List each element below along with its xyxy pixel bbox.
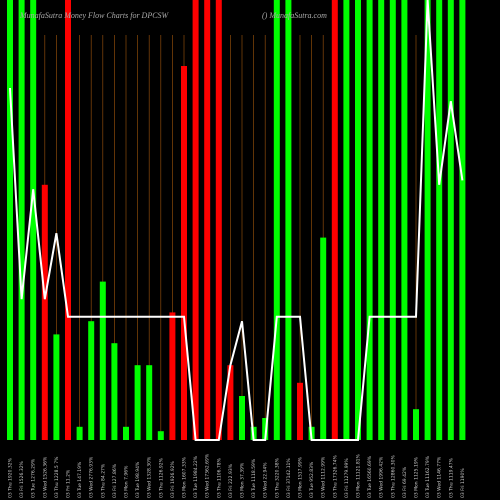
bar [169,312,176,440]
x-tick-label: 03 Thu 1106.78% [216,457,222,498]
bar [30,0,37,440]
bars [7,0,466,440]
bar [331,0,338,440]
bar [146,365,153,440]
bar [76,426,83,440]
x-tick-label: 03 Mon 1517.99% [298,456,304,498]
chart-subtitle: () MunafaSutra.com [262,11,327,20]
x-tick-label: 03 Fri 69.42% [402,466,408,498]
bar [297,382,303,440]
bar [111,343,118,440]
x-tick-label: 03 Thu 3220.38% [274,457,280,498]
bar [273,0,280,440]
bar [99,281,106,440]
bar [18,0,25,440]
money-flow-line [9,0,464,441]
bar [285,0,292,440]
x-tick-label: 03 Wed 1146.77% [437,456,443,498]
bar [65,0,71,440]
bar [123,426,129,440]
bar [53,334,60,440]
bar [366,0,373,440]
bar [447,0,454,440]
bar [378,0,385,440]
x-tick-label: 03 Thu 17326.74% [332,454,338,498]
x-tick-label: 03 Tue 198.94% [135,461,141,498]
bar [262,418,269,440]
bar [355,0,361,440]
bar [41,184,48,440]
bar [389,0,396,440]
x-tick-label: 03 Fri 11.2% [66,469,72,498]
bar [401,0,408,440]
bar [459,0,466,440]
x-tick-label: 03 Tue 1118.59% [251,458,257,498]
line-layer [9,0,464,441]
x-tick-label: 03 Tue 952.83% [309,461,315,498]
bar [215,0,222,440]
chart-title: MunafaSutra Money Flow Charts for DPCSW [19,11,170,20]
bar [204,0,211,440]
x-tick-label: 03 Mon 1125.19% [414,456,420,498]
x-tick-label: 03 Tue 1276.29% [31,458,37,498]
x-tick-label: 03 Fri 1926.92% [170,460,176,498]
x-tick-label: 03 Mon 11121.81% [356,453,362,498]
x-tick-label: 03 Mon 37.39% [240,462,246,498]
bar [436,0,443,440]
bar [424,0,431,440]
x-tick-label: 03 Tue 16560.69% [367,455,373,498]
x-tick-label: 03 Thu 12860.30% [390,454,396,498]
x-tick-label: 03 Mon 1607.33% [182,456,188,498]
x-tick-label: 03 Tue 147.19% [77,461,83,498]
x-tick-label: 03 Fri 127.86% [112,463,118,498]
bar [343,0,350,440]
x-tick-label: 03 Thu 1126.92% [158,457,164,498]
bar [157,431,164,440]
x-tick-label: 03 Wed 1526.36% [42,456,48,498]
x-tick-label: 03 Wed 1328.30% [147,456,153,498]
bar [181,66,187,440]
x-tick-label: 03 Wed 22.94% [263,462,269,498]
x-tick-label: 03 Fri 1190% [460,468,466,498]
bar [88,321,95,440]
x-tick-label: 03 Wed 1112.99% [321,456,327,498]
bar [227,365,234,440]
x-tick-label: 03 Wed 2776.93% [89,456,95,498]
x-tick-label: 03 Wed 1996.42% [379,456,385,498]
x-tick-label: 03 Tue 11162.79% [425,455,431,498]
bar [192,0,199,440]
bar [134,365,141,440]
x-tick-label: 03 Thu 1119.47% [448,457,454,498]
x-tick-label: 03 Wed 17362.69% [205,453,211,498]
x-tick-label: 03 Fri 1526.32% [19,460,25,498]
x-tick-label: 03 Fri 222.93% [228,463,234,498]
x-tick-label: 03 Fri 11279.99% [344,458,350,498]
x-tick-label: 03 Thu 1228.5 7% [54,456,60,498]
bar [7,0,13,440]
x-tick-label: 03 Fri 37142.11% [286,458,292,498]
x-labels: 03 Thu 1920.32% 03 Fri 1526.32% 03 Tue 127… [8,453,466,498]
bar [413,409,419,440]
bar [239,396,245,440]
x-tick-label: 03 Tue 11984.22% [193,455,199,498]
x-tick-label: 03 Thu 84.27% [100,463,106,498]
x-tick-label: 03 Thu 1920.32% [8,457,14,498]
bar [320,237,327,440]
x-tick-label: 03 Mon 7.96% [124,465,130,498]
